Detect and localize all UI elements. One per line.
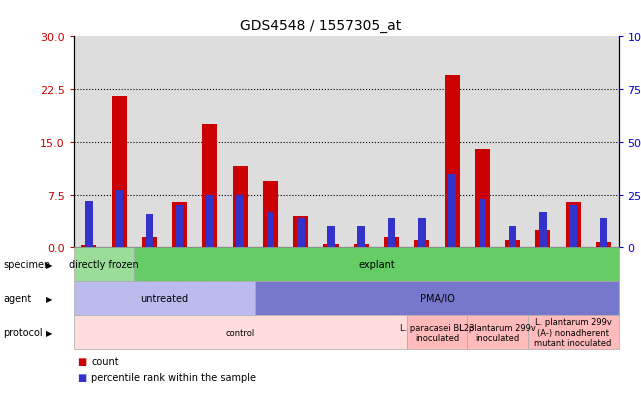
Bar bbox=[293, 216, 308, 248]
Bar bbox=[406, 37, 437, 248]
Bar bbox=[388, 218, 395, 248]
Bar bbox=[475, 150, 490, 248]
Bar bbox=[233, 167, 248, 248]
Bar bbox=[509, 227, 517, 248]
Text: untreated: untreated bbox=[140, 294, 188, 304]
Text: PMA/IO: PMA/IO bbox=[419, 294, 454, 304]
Bar bbox=[376, 37, 406, 248]
Bar bbox=[203, 125, 217, 248]
Bar bbox=[448, 174, 456, 248]
Text: specimen: specimen bbox=[3, 260, 51, 270]
Bar bbox=[195, 37, 225, 248]
Bar bbox=[467, 37, 497, 248]
Text: ■: ■ bbox=[77, 356, 86, 366]
Bar bbox=[479, 199, 486, 248]
Bar bbox=[112, 97, 127, 248]
Bar bbox=[81, 246, 96, 248]
Text: percentile rank within the sample: percentile rank within the sample bbox=[91, 373, 256, 382]
Bar bbox=[528, 37, 558, 248]
Bar bbox=[497, 37, 528, 248]
Bar bbox=[414, 241, 429, 248]
Text: directly frozen: directly frozen bbox=[69, 260, 139, 270]
Bar bbox=[267, 212, 274, 248]
Bar bbox=[596, 242, 611, 248]
Bar bbox=[444, 76, 460, 248]
Text: control: control bbox=[226, 328, 255, 337]
Bar bbox=[206, 195, 213, 248]
Bar bbox=[565, 202, 581, 248]
Bar bbox=[263, 181, 278, 248]
Bar bbox=[74, 37, 104, 248]
Text: ▶: ▶ bbox=[46, 260, 53, 269]
Bar bbox=[535, 230, 551, 248]
Text: GDS4548 / 1557305_at: GDS4548 / 1557305_at bbox=[240, 19, 401, 33]
Bar bbox=[558, 37, 588, 248]
Bar bbox=[255, 37, 286, 248]
Bar bbox=[297, 218, 304, 248]
Text: protocol: protocol bbox=[3, 328, 43, 337]
Text: L. plantarum 299v
inoculated: L. plantarum 299v inoculated bbox=[459, 323, 536, 342]
Text: ■: ■ bbox=[77, 373, 86, 382]
Bar bbox=[539, 212, 547, 248]
Bar bbox=[358, 227, 365, 248]
Bar bbox=[569, 206, 577, 248]
Bar bbox=[134, 37, 165, 248]
Bar bbox=[104, 37, 134, 248]
Bar bbox=[146, 214, 153, 248]
Bar bbox=[142, 237, 157, 248]
Bar bbox=[384, 237, 399, 248]
Bar bbox=[327, 227, 335, 248]
Bar bbox=[115, 191, 123, 248]
Bar bbox=[437, 37, 467, 248]
Bar bbox=[505, 241, 520, 248]
Bar bbox=[172, 202, 187, 248]
Text: L. plantarum 299v
(A-) nonadherent
mutant inoculated: L. plantarum 299v (A-) nonadherent mutan… bbox=[535, 318, 612, 347]
Bar bbox=[599, 218, 607, 248]
Bar bbox=[418, 218, 426, 248]
Text: L. paracasei BL23
inoculated: L. paracasei BL23 inoculated bbox=[400, 323, 474, 342]
Bar bbox=[165, 37, 195, 248]
Text: explant: explant bbox=[358, 260, 395, 270]
Bar bbox=[588, 37, 619, 248]
Bar bbox=[346, 37, 376, 248]
Text: ▶: ▶ bbox=[46, 328, 53, 337]
Bar bbox=[85, 202, 93, 248]
Bar bbox=[237, 195, 244, 248]
Bar bbox=[324, 244, 338, 248]
Bar bbox=[176, 206, 183, 248]
Text: ▶: ▶ bbox=[46, 294, 53, 303]
Bar bbox=[225, 37, 255, 248]
Bar bbox=[354, 244, 369, 248]
Bar bbox=[286, 37, 316, 248]
Text: agent: agent bbox=[3, 294, 31, 304]
Bar bbox=[316, 37, 346, 248]
Text: count: count bbox=[91, 356, 119, 366]
